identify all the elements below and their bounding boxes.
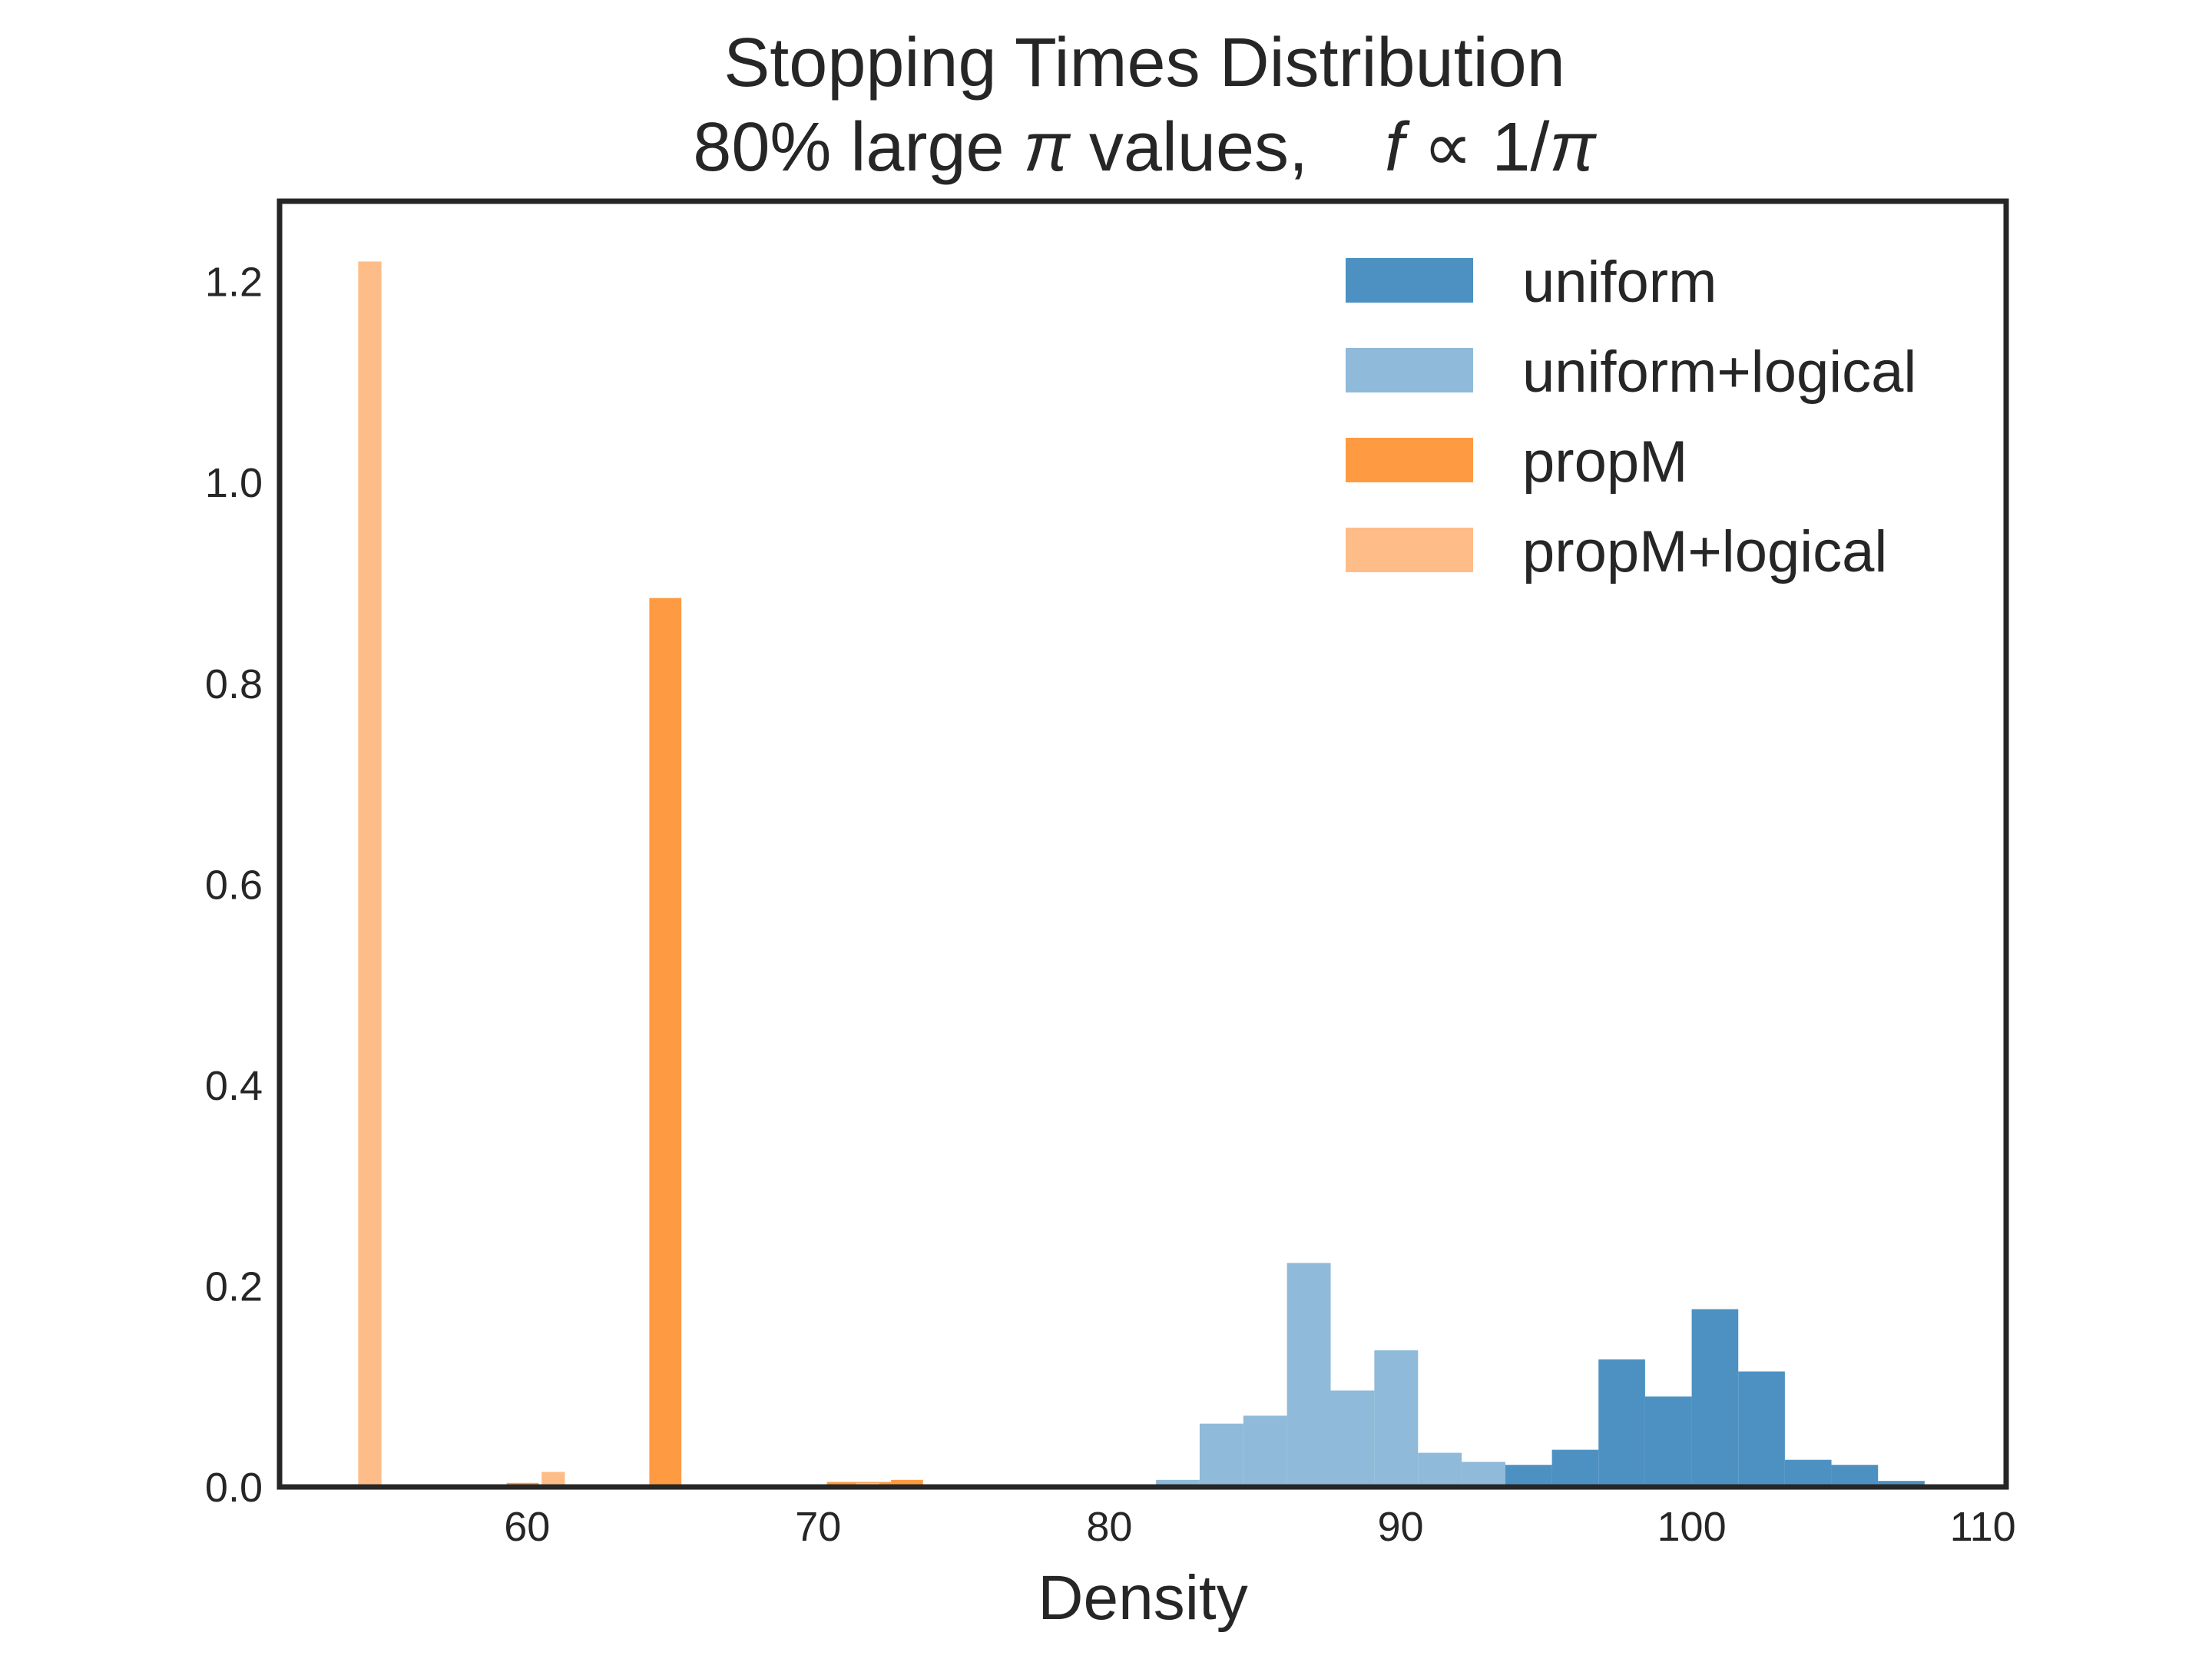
x-tick-label: 100 bbox=[1657, 1504, 1727, 1550]
legend-label: uniform+logical bbox=[1522, 339, 1916, 405]
y-tick-label: 0.0 bbox=[205, 1465, 263, 1511]
bar-uniform-logical bbox=[1462, 1462, 1505, 1487]
x-tick-label: 80 bbox=[1086, 1504, 1132, 1550]
bar-propm-logical bbox=[541, 1472, 565, 1487]
y-tick-label: 0.8 bbox=[205, 661, 263, 707]
chart-subtitle: 80% large π values, f ∝ 1/π bbox=[693, 109, 1597, 186]
bar-uniform-logical bbox=[1243, 1416, 1287, 1487]
x-axis-label: Density bbox=[1038, 1563, 1247, 1633]
y-tick-label: 0.4 bbox=[205, 1063, 263, 1109]
y-tick-label: 0.2 bbox=[205, 1263, 263, 1310]
legend-label: uniform bbox=[1522, 250, 1717, 315]
legend-swatch bbox=[1346, 528, 1473, 572]
bar-uniform bbox=[1598, 1359, 1645, 1487]
bar-uniform-logical bbox=[1156, 1479, 1200, 1487]
series-propm bbox=[506, 598, 923, 1487]
legend-item-propm: propM bbox=[1346, 429, 1687, 495]
legend-item-uniform: uniform bbox=[1346, 250, 1717, 315]
bar-uniform bbox=[1551, 1449, 1599, 1487]
legend-item-uniform-logical: uniform+logical bbox=[1346, 339, 1916, 405]
legend-swatch bbox=[1346, 348, 1473, 392]
bar-uniform bbox=[1831, 1465, 1879, 1487]
y-tick-label: 1.2 bbox=[205, 260, 263, 306]
bar-uniform bbox=[1505, 1465, 1552, 1487]
legend-swatch bbox=[1346, 258, 1473, 303]
series-propm-logical bbox=[358, 261, 879, 1488]
x-tick-label: 90 bbox=[1377, 1504, 1423, 1550]
bar-uniform-logical bbox=[1418, 1452, 1462, 1487]
bar-propm bbox=[891, 1479, 923, 1487]
bar-uniform bbox=[1691, 1309, 1739, 1487]
bar-uniform bbox=[1738, 1371, 1785, 1487]
bar-uniform bbox=[1878, 1481, 1925, 1487]
x-tick-label: 110 bbox=[1950, 1504, 2016, 1550]
legend: uniform uniform+logical propM propM+logical bbox=[1346, 250, 1916, 584]
bar-uniform bbox=[1784, 1459, 1832, 1487]
series-uniform-logical bbox=[1156, 1263, 1505, 1487]
series-uniform bbox=[1505, 1309, 1925, 1487]
y-tick-label: 0.6 bbox=[205, 862, 263, 908]
y-axis-ticks: 0.0 0.2 0.4 0.6 0.8 1.0 1.2 bbox=[205, 260, 263, 1511]
bar-uniform-logical bbox=[1330, 1390, 1375, 1487]
bar-propm-logical bbox=[358, 261, 382, 1488]
legend-swatch bbox=[1346, 438, 1473, 482]
bars-layer bbox=[358, 261, 1925, 1488]
plot-frame bbox=[276, 198, 2009, 1490]
legend-item-propm-logical: propM+logical bbox=[1346, 519, 1887, 584]
x-tick-label: 60 bbox=[504, 1504, 550, 1550]
legend-label: propM bbox=[1522, 429, 1687, 495]
x-tick-label: 70 bbox=[795, 1504, 841, 1550]
bar-propm bbox=[649, 598, 682, 1487]
bar-uniform bbox=[1644, 1396, 1692, 1487]
legend-label: propM+logical bbox=[1522, 519, 1887, 584]
y-tick-label: 1.0 bbox=[205, 460, 263, 506]
bar-uniform-logical bbox=[1199, 1423, 1243, 1487]
bar-uniform-logical bbox=[1374, 1350, 1419, 1487]
x-axis-ticks: 60 70 80 90 100 110 bbox=[504, 1504, 2016, 1550]
bar-uniform-logical bbox=[1286, 1263, 1331, 1487]
chart-title: Stopping Times Distribution bbox=[724, 25, 1565, 101]
